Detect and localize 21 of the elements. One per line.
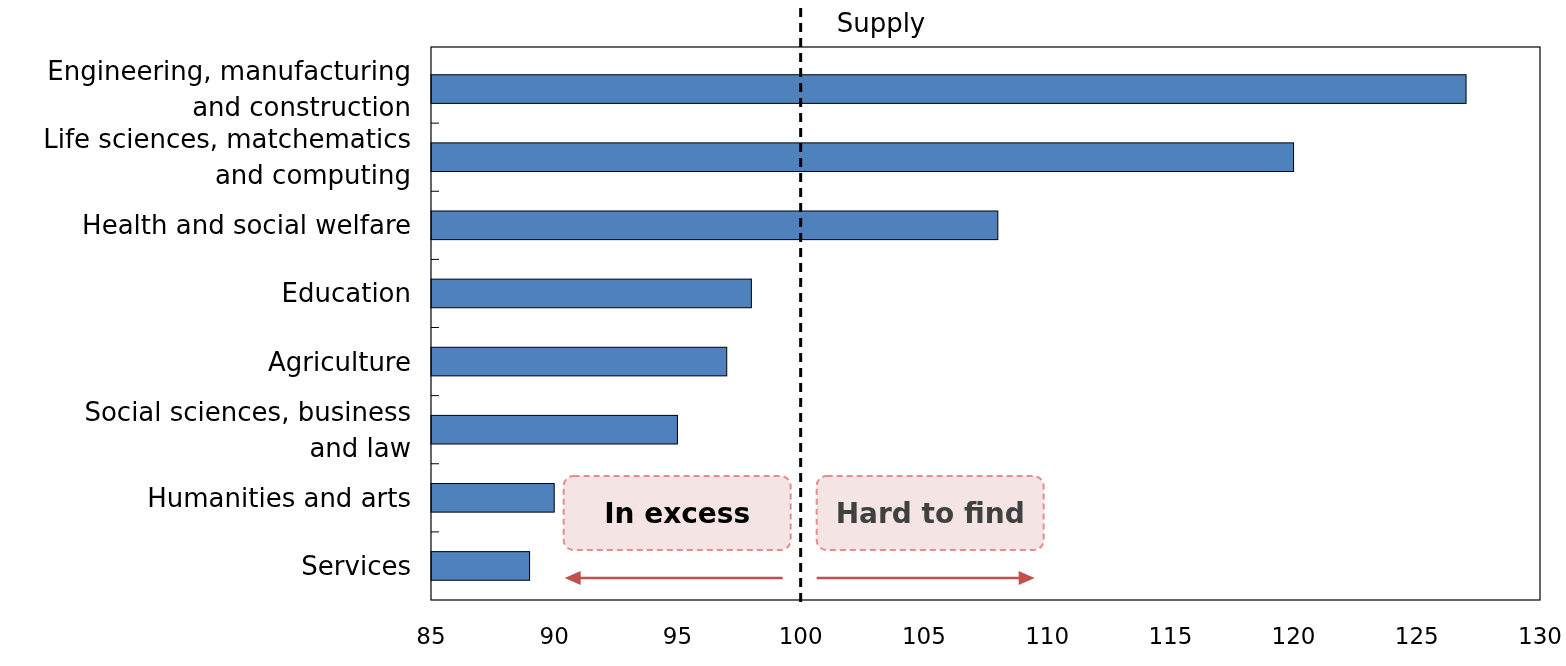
annotation: In excess: [604, 497, 751, 530]
x-tick-label: 90: [539, 623, 569, 649]
x-tick-label: 115: [1148, 623, 1193, 649]
y-tick-label: Education: [281, 278, 411, 309]
y-tick-label: Health and social welfare: [82, 210, 411, 241]
y-tick-label: Engineering, manufacturing and construction: [47, 56, 411, 123]
ref-line-label: Supply: [836, 8, 926, 38]
x-tick-label: 95: [662, 623, 693, 649]
annotation: Hard to find: [835, 497, 1025, 530]
x-tick-label: 120: [1271, 623, 1316, 649]
x-tick-label: 85: [416, 623, 446, 649]
x-tick-label: 130: [1518, 623, 1562, 649]
x-tick-label: 125: [1394, 623, 1439, 649]
y-tick-label: Services: [301, 550, 411, 581]
y-tick-label: Humanities and arts: [147, 482, 411, 513]
y-tick-label: Life sciences, matchematics and computing: [43, 124, 411, 191]
y-tick-label: Social sciences, business and law: [84, 396, 411, 463]
x-tick-label: 105: [901, 623, 946, 649]
x-tick-label: 110: [1025, 623, 1070, 649]
x-tick-label: 100: [778, 623, 823, 649]
y-tick-label: Agriculture: [268, 346, 411, 377]
